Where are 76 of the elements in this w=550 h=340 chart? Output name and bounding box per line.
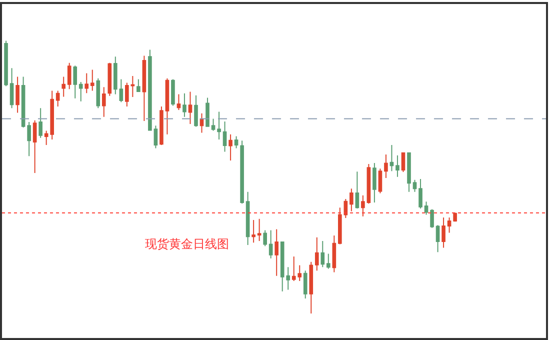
candlestick [211, 118, 216, 132]
candlestick [447, 216, 452, 234]
candlestick [21, 76, 26, 128]
candlestick [332, 234, 336, 273]
candlestick [361, 194, 365, 217]
candlestick [246, 191, 250, 246]
candlestick [217, 111, 221, 140]
candlestick [453, 212, 457, 222]
candlestick [228, 134, 232, 161]
candlestick [108, 62, 112, 96]
candlestick [309, 261, 314, 314]
candlestick [27, 122, 31, 157]
candlestick [50, 90, 54, 140]
candlestick [16, 76, 20, 114]
candlestick [125, 82, 129, 108]
candlestick [73, 65, 78, 99]
candlestick [206, 97, 210, 128]
candlestick [84, 72, 89, 94]
candlestick [430, 208, 434, 228]
candlestick [38, 108, 42, 138]
candlestick [44, 130, 48, 146]
candlestick [303, 270, 308, 299]
candlestick [412, 179, 417, 192]
candlestick [442, 216, 446, 248]
candlestick [401, 152, 406, 172]
candlestick [90, 69, 94, 92]
candlestick [4, 40, 8, 87]
candlestick [188, 91, 192, 124]
candlestick [263, 230, 267, 247]
candlestick [326, 253, 330, 270]
candlestick [200, 112, 204, 134]
candlestick [160, 106, 164, 146]
annotation: 现货黄金日线图 [145, 237, 229, 251]
candlestick [78, 81, 83, 102]
candlestick [355, 171, 360, 209]
candlestick [154, 125, 158, 149]
candlestick [350, 188, 354, 212]
candlestick [338, 207, 342, 245]
candlestick [130, 75, 135, 98]
candlestick [176, 94, 181, 111]
candlestick [56, 90, 60, 108]
candlestick [171, 78, 175, 106]
candlestick [182, 92, 186, 118]
candlestick [424, 201, 428, 216]
candlestick [67, 62, 72, 90]
candlestick [407, 152, 411, 192]
candlestick [10, 68, 14, 109]
candlestick [62, 76, 66, 98]
candlestick [252, 219, 256, 244]
candlestick [234, 136, 238, 149]
candlestick [240, 140, 244, 204]
candlestick [274, 228, 278, 276]
candlestick [148, 49, 152, 132]
candlestick [344, 198, 348, 219]
candlestick [372, 162, 376, 203]
candlestick [390, 144, 394, 172]
candlestick [396, 154, 400, 178]
candlestick [142, 55, 146, 122]
candlestick [418, 178, 422, 209]
candlestick [136, 78, 140, 92]
candlestick [257, 218, 262, 242]
candlestick [165, 78, 170, 135]
candlestick [384, 154, 388, 178]
candlestick [436, 224, 440, 253]
candlestick [314, 236, 319, 272]
candlestick [96, 78, 100, 109]
candlestick [320, 240, 325, 268]
candlestick [102, 86, 106, 118]
candlestick [32, 120, 37, 174]
candlestick [366, 164, 371, 204]
candlestick [268, 230, 273, 259]
candlestick [194, 94, 198, 128]
candlestick [222, 121, 227, 152]
candlestick [119, 78, 124, 103]
candlestick [378, 168, 382, 194]
candlestick [113, 56, 118, 95]
